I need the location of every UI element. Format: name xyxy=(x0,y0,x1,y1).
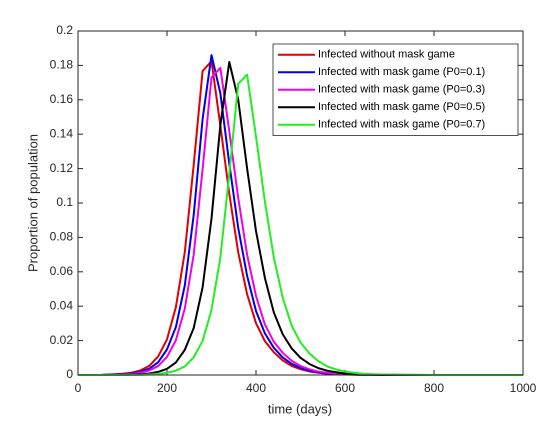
legend-label: Infected with mask game (P0=0.1) xyxy=(318,66,485,78)
y-tick-label: 0.16 xyxy=(50,92,74,106)
y-tick-label: 0.12 xyxy=(50,161,74,175)
x-tick-label: 800 xyxy=(424,381,444,395)
legend-label: Infected without mask game xyxy=(318,49,455,61)
x-tick-label: 0 xyxy=(75,381,82,395)
y-tick-label: 0.06 xyxy=(50,264,74,278)
legend-label: Infected with mask game (P0=0.3) xyxy=(318,84,485,96)
x-tick-label: 200 xyxy=(157,381,177,395)
y-tick-label: 0 xyxy=(66,367,73,381)
legend-label: Infected with mask game (P0=0.5) xyxy=(318,101,485,113)
y-tick-label: 0.04 xyxy=(50,298,74,312)
axes-box xyxy=(77,30,524,376)
y-tick-label: 0.18 xyxy=(50,58,74,72)
legend: Infected without mask game Infected with … xyxy=(272,43,519,136)
y-axis-label: Proportion of population xyxy=(25,134,40,272)
y-tick-label: 0.2 xyxy=(56,23,73,37)
x-tick-label: 1000 xyxy=(510,381,537,395)
x-tick-label: 400 xyxy=(246,381,266,395)
y-tick-label: 0.02 xyxy=(50,333,74,347)
series-line xyxy=(78,73,523,376)
legend-label: Infected with mask game (P0=0.7) xyxy=(318,119,485,131)
y-tick-label: 0.14 xyxy=(50,126,74,140)
x-axis-label: time (days) xyxy=(268,401,332,416)
y-tick-label: 0.08 xyxy=(50,230,74,244)
y-tick-label: 0.1 xyxy=(56,195,73,209)
x-tick-label: 600 xyxy=(335,381,355,395)
